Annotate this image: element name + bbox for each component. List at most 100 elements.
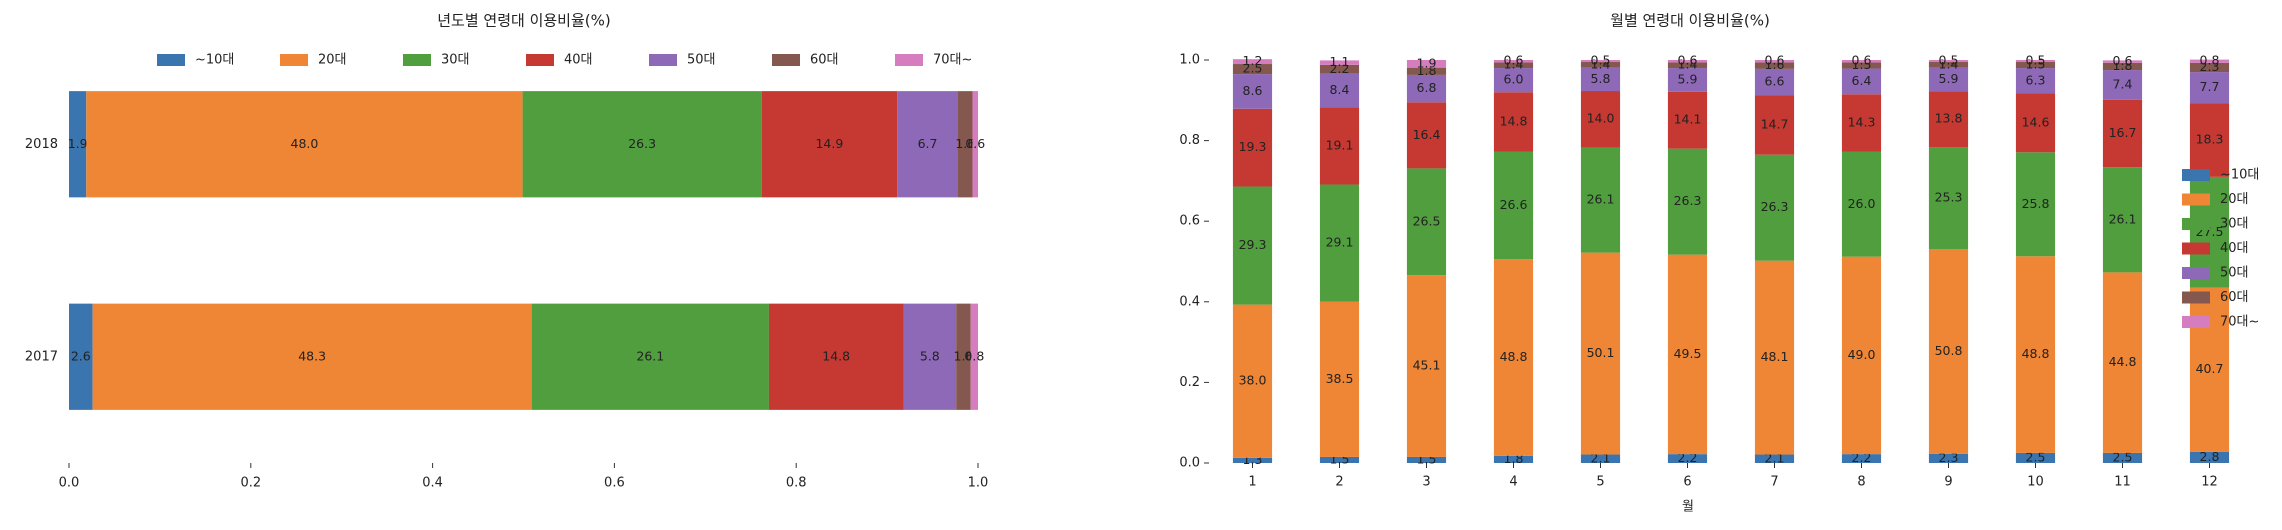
legend-label: 20대 (2220, 192, 2249, 207)
bar-segment (903, 303, 957, 410)
y-tick-label: 0.2 (1179, 375, 1200, 390)
x-tick-label: 7 (1770, 475, 1778, 490)
y-tick-label: 0.6 (1179, 214, 1200, 229)
y-tick-label: 0.0 (1179, 456, 1200, 471)
value-label: 0.5 (2026, 53, 2046, 68)
value-label: 45.1 (1413, 358, 1441, 373)
bar-segment (1319, 60, 1360, 65)
bar-segment (1841, 454, 1882, 463)
value-label: 2.8 (2200, 449, 2220, 464)
value-label: 26.3 (1674, 193, 1702, 208)
legend-label: 30대 (2220, 217, 2249, 232)
value-label: 6.4 (1852, 73, 1872, 88)
value-label: 48.1 (1761, 349, 1789, 364)
bar-segment (522, 91, 762, 198)
value-label: 7.4 (2113, 76, 2133, 91)
legend-label: 60대 (2220, 290, 2249, 305)
value-label: 26.6 (1500, 197, 1528, 212)
value-label: 25.3 (1935, 190, 1963, 205)
bar-segment (1754, 62, 1795, 69)
bar-segment (1406, 102, 1447, 169)
x-tick-label: 1.0 (968, 476, 989, 491)
bar-segment (1319, 456, 1360, 463)
x-tick-label: 3 (1422, 475, 1430, 490)
chart-title: 월별 연령대 이용비율(%) (1610, 12, 1770, 30)
value-label: 14.6 (2022, 114, 2050, 129)
bar-segment (1232, 186, 1273, 305)
value-label: 1.9 (1417, 55, 1437, 70)
y-tick-label: 2017 (25, 349, 58, 364)
bar-segment (1667, 62, 1708, 69)
value-label: 1.9 (68, 136, 88, 151)
legend-swatch (526, 54, 554, 66)
value-label: 2.5 (2113, 449, 2133, 464)
bar-segment (2189, 59, 2230, 63)
bar-segment (1667, 454, 1708, 463)
legend-swatch (2182, 267, 2210, 279)
bar-segment (768, 303, 904, 410)
bar-segment (1232, 64, 1273, 75)
x-tick-label: 0.0 (59, 476, 80, 491)
bar-segment (2189, 451, 2230, 463)
bar-segment (1928, 60, 1969, 63)
value-label: 26.0 (1848, 196, 1876, 211)
bar-segment (2015, 452, 2056, 463)
value-label: 5.9 (1678, 71, 1698, 86)
x-tick-label: 10 (2027, 475, 2044, 490)
value-label: 2.5 (2026, 449, 2046, 464)
legend-swatch (2182, 218, 2210, 230)
value-label: 16.7 (2109, 125, 2137, 140)
legend-swatch (157, 54, 185, 66)
bar-segment (1493, 92, 1534, 152)
bar-segment (1754, 68, 1795, 96)
value-label: 14.3 (1848, 115, 1876, 130)
bar-segment (1406, 168, 1447, 276)
value-label: 44.8 (2109, 354, 2137, 369)
legend-label: 70대~ (933, 53, 972, 68)
value-label: 48.0 (291, 136, 319, 151)
value-label: 29.3 (1239, 237, 1267, 252)
bar-segment (1754, 154, 1795, 261)
x-tick-label: 0.4 (422, 476, 443, 491)
bar-segment (1667, 91, 1708, 149)
value-label: 26.1 (636, 348, 664, 363)
bar-segment (2102, 452, 2143, 463)
value-label: 48.8 (1500, 349, 1528, 364)
bar-segment (1232, 457, 1273, 463)
x-tick-label: 0.8 (786, 476, 807, 491)
value-label: 50.1 (1587, 345, 1615, 360)
legend-label: ~10대 (2220, 168, 2259, 183)
legend-swatch (2182, 169, 2210, 181)
chart-title: 년도별 연령대 이용비율(%) (437, 12, 611, 30)
bar-segment (1493, 62, 1534, 69)
value-label: 8.6 (1243, 83, 1263, 98)
bar-segment (2015, 68, 2056, 94)
bar-segment (1667, 60, 1708, 63)
x-tick-label: 2 (1335, 475, 1343, 490)
value-label: 6.6 (1765, 74, 1785, 89)
value-label: 0.6 (2113, 53, 2133, 68)
bar-segment (761, 91, 898, 198)
legend-label: 30대 (441, 53, 470, 68)
value-label: 0.6 (1852, 53, 1872, 68)
bar-segment (1841, 151, 1882, 257)
bar-segment (1841, 62, 1882, 69)
x-tick-label: 5 (1596, 475, 1604, 490)
legend-label: 50대 (2220, 266, 2249, 281)
value-label: 2.5 (1243, 61, 1263, 76)
value-label: 48.8 (2022, 346, 2050, 361)
bar-segment (2189, 62, 2230, 73)
value-label: 25.8 (2022, 196, 2050, 211)
bar-segment (2102, 60, 2143, 63)
legend-swatch (2182, 242, 2210, 255)
bar-segment (1232, 304, 1273, 458)
value-label: 26.1 (2109, 211, 2137, 226)
legend-swatch (403, 54, 431, 66)
legend-label: ~10대 (195, 53, 234, 68)
value-label: 5.8 (1591, 71, 1611, 86)
value-label: 50.8 (1935, 343, 1963, 358)
value-label: 14.0 (1587, 111, 1615, 126)
bar-segment (2102, 272, 2143, 453)
value-label: 38.5 (1326, 371, 1354, 386)
value-label: 26.3 (1761, 199, 1789, 214)
